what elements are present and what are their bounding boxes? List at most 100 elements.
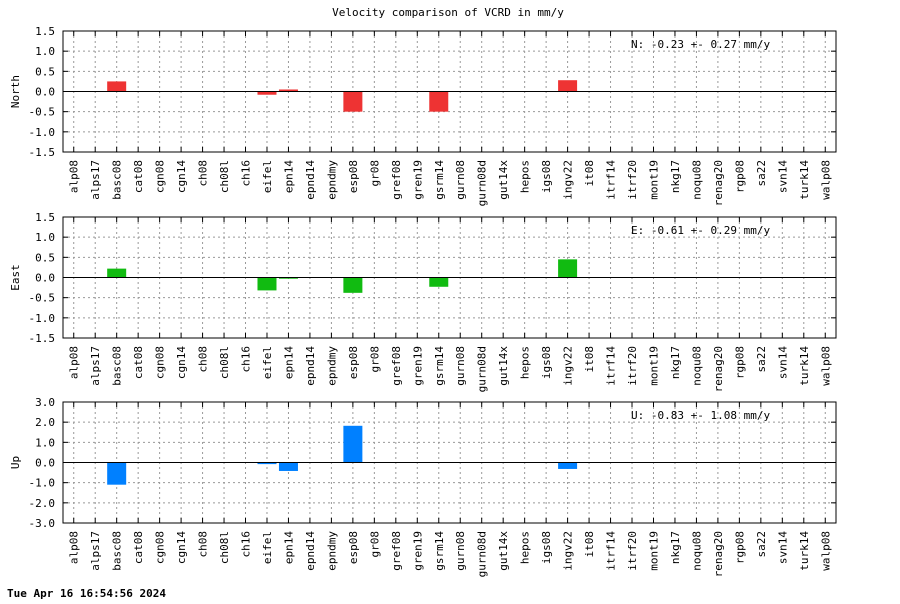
east-category-label: rgp08 xyxy=(733,346,746,379)
north-category-label: noqu08 xyxy=(690,160,703,200)
east-category-label: ingv22 xyxy=(562,346,575,386)
north-category-label: gref08 xyxy=(390,160,403,200)
east-category-label: epn14 xyxy=(282,346,295,379)
up-category-label: gref08 xyxy=(390,531,403,571)
north-category-label: cat08 xyxy=(132,160,145,193)
north-category-label: itrf14 xyxy=(605,160,618,200)
north-category-label: epndmy xyxy=(325,160,338,200)
east-category-label: alps17 xyxy=(89,346,102,386)
north-bar-gsrm14 xyxy=(429,91,449,112)
up-category-label: eifel xyxy=(261,531,274,564)
north-category-label: itrf20 xyxy=(626,160,639,200)
north-category-label: alps17 xyxy=(89,160,102,200)
east-category-label: alp08 xyxy=(68,346,81,379)
up-bar-epn14 xyxy=(278,462,298,471)
up-category-label: cat08 xyxy=(132,531,145,564)
up-category-label: cgn14 xyxy=(175,531,188,564)
north-ytick-label: 1.5 xyxy=(35,25,55,38)
north-plot-frame xyxy=(62,30,837,153)
east-category-label: itrf14 xyxy=(605,346,618,386)
east-category-label: cat08 xyxy=(132,346,145,379)
north-category-label: hepos xyxy=(519,160,532,193)
east-bar-gsrm14 xyxy=(429,277,449,287)
east-category-label: gurn08d xyxy=(476,346,489,392)
north-category-label: mont19 xyxy=(647,160,660,200)
east-category-label: cgn08 xyxy=(154,346,167,379)
east-category-label: ch16 xyxy=(240,346,253,373)
east-category-label: ch08l xyxy=(218,346,231,379)
north-ytick-label: 0.5 xyxy=(35,65,55,78)
up-category-label: gurn08d xyxy=(476,531,489,577)
north-category-label: nkg17 xyxy=(669,160,682,193)
up-ytick-label: -2.0 xyxy=(29,497,56,510)
north-ytick-label: -1.5 xyxy=(29,146,56,159)
east-axis-label: East xyxy=(9,264,22,291)
up-category-label: epndmy xyxy=(325,531,338,571)
up-ytick-label: 3.0 xyxy=(35,396,55,409)
up-category-label: walp08 xyxy=(819,531,832,571)
up-category-label: ingv22 xyxy=(562,531,575,571)
east-summary-annotation: E: -0.61 +- 0.29 mm/y xyxy=(631,224,770,237)
up-category-label: alp08 xyxy=(68,531,81,564)
north-category-label: gut14x xyxy=(497,160,510,200)
north-category-label: svn14 xyxy=(776,160,789,193)
up-ytick-label: 0.0 xyxy=(35,457,55,470)
up-category-label: mont19 xyxy=(647,531,660,571)
east-category-label: renag20 xyxy=(712,346,725,392)
north-category-label: epnd14 xyxy=(304,160,317,200)
north-category-label: rgp08 xyxy=(733,160,746,193)
north-summary-annotation: N: -0.23 +- 0.27 mm/y xyxy=(631,38,770,51)
up-category-label: ch08l xyxy=(218,531,231,564)
east-category-label: esp08 xyxy=(347,346,360,379)
up-category-label: it08 xyxy=(583,531,596,558)
up-bar-esp08 xyxy=(343,425,363,463)
east-category-label: gren19 xyxy=(411,346,424,386)
up-category-label: epnd14 xyxy=(304,531,317,571)
east-ytick-label: -0.5 xyxy=(29,292,56,305)
north-bar-ingv22 xyxy=(558,80,578,92)
east-category-label: gsrm14 xyxy=(433,346,446,386)
east-bar-esp08 xyxy=(343,277,363,293)
east-category-label: walp08 xyxy=(819,346,832,386)
up-category-label: gut14x xyxy=(497,531,510,571)
north-ytick-label: -1.0 xyxy=(29,126,56,139)
up-bar-eifel xyxy=(257,462,277,465)
up-category-label: gren19 xyxy=(411,531,424,571)
north-category-label: cgn14 xyxy=(175,160,188,193)
east-ytick-label: 0.5 xyxy=(35,251,55,264)
north-category-label: igs08 xyxy=(540,160,553,193)
east-ytick-label: 1.0 xyxy=(35,231,55,244)
east-category-label: nkg17 xyxy=(669,346,682,379)
up-bar-ingv22 xyxy=(558,462,578,469)
up-ytick-label: 2.0 xyxy=(35,416,55,429)
up-ytick-label: -3.0 xyxy=(29,517,56,530)
north-category-label: esp08 xyxy=(347,160,360,193)
east-bar-ingv22 xyxy=(558,259,578,278)
east-category-label: igs08 xyxy=(540,346,553,379)
north-category-label: gurn08d xyxy=(476,160,489,206)
north-category-label: ch08l xyxy=(218,160,231,193)
east-category-label: gut14x xyxy=(497,346,510,386)
up-summary-annotation: U: -0.83 +- 1.08 mm/y xyxy=(631,409,770,422)
east-bar-basc08 xyxy=(107,268,127,278)
east-plot-frame xyxy=(62,216,837,339)
east-category-label: epnd14 xyxy=(304,346,317,386)
up-category-label: hepos xyxy=(519,531,532,564)
north-category-label: walp08 xyxy=(819,160,832,200)
north-category-label: alp08 xyxy=(68,160,81,193)
up-category-label: gr08 xyxy=(368,531,381,558)
north-axis-label: North xyxy=(9,75,22,108)
east-bar-eifel xyxy=(257,277,277,291)
up-category-label: itrf14 xyxy=(605,531,618,571)
north-category-label: ch08 xyxy=(197,160,210,187)
east-category-label: basc08 xyxy=(111,346,124,386)
north-ytick-label: -0.5 xyxy=(29,106,56,119)
north-category-label: gsrm14 xyxy=(433,160,446,200)
up-ytick-label: 1.0 xyxy=(35,436,55,449)
east-ytick-label: -1.0 xyxy=(29,312,56,325)
north-category-label: epn14 xyxy=(282,160,295,193)
north-ytick-label: 1.0 xyxy=(35,45,55,58)
up-category-label: basc08 xyxy=(111,531,124,571)
